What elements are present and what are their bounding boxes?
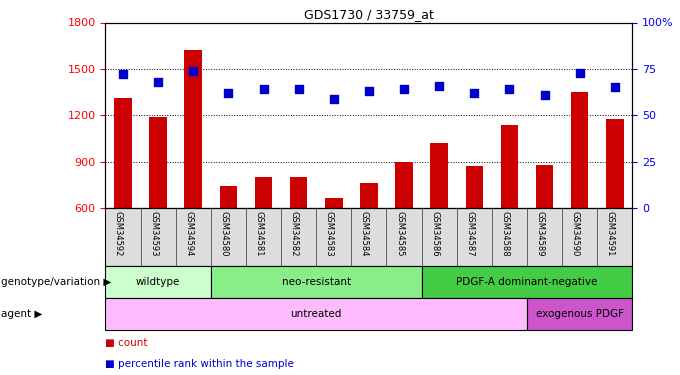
Bar: [536, 165, 554, 208]
Bar: [325, 198, 343, 208]
Text: genotype/variation ▶: genotype/variation ▶: [1, 277, 112, 287]
Text: GSM34594: GSM34594: [184, 211, 193, 256]
Point: [152, 79, 163, 85]
Bar: [466, 166, 483, 208]
Text: GSM34586: GSM34586: [430, 211, 439, 256]
Text: GSM34592: GSM34592: [114, 211, 123, 256]
Text: GSM34593: GSM34593: [149, 211, 158, 256]
Text: untreated: untreated: [290, 309, 342, 319]
Bar: [255, 177, 272, 208]
Point: [574, 70, 585, 76]
Point: [223, 90, 234, 96]
Bar: [105, 298, 527, 330]
Text: GSM34583: GSM34583: [325, 211, 334, 256]
Text: wildtype: wildtype: [136, 277, 180, 287]
Point: [504, 86, 515, 92]
Text: PDGF-A dominant-negative: PDGF-A dominant-negative: [456, 277, 598, 287]
Point: [398, 86, 409, 92]
Text: ■ percentile rank within the sample: ■ percentile rank within the sample: [105, 359, 294, 369]
Title: GDS1730 / 33759_at: GDS1730 / 33759_at: [304, 8, 434, 21]
Point: [258, 86, 269, 92]
Bar: [114, 98, 132, 208]
Bar: [360, 183, 377, 208]
Point: [118, 72, 129, 78]
Bar: [500, 124, 518, 208]
Text: GSM34582: GSM34582: [290, 211, 299, 256]
Bar: [422, 266, 632, 298]
Bar: [150, 117, 167, 208]
Text: GSM34589: GSM34589: [536, 211, 545, 256]
Text: GSM34584: GSM34584: [360, 211, 369, 256]
Text: GSM34580: GSM34580: [220, 211, 228, 256]
Point: [609, 84, 620, 90]
Point: [293, 86, 304, 92]
Text: exogenous PDGF: exogenous PDGF: [536, 309, 624, 319]
Text: neo-resistant: neo-resistant: [282, 277, 351, 287]
Text: agent ▶: agent ▶: [1, 309, 43, 319]
Text: GSM34581: GSM34581: [254, 211, 264, 256]
Text: GSM34585: GSM34585: [395, 211, 404, 256]
Text: GSM34587: GSM34587: [465, 211, 474, 256]
Point: [363, 88, 374, 94]
Bar: [184, 50, 202, 208]
Bar: [105, 266, 211, 298]
Bar: [220, 186, 237, 208]
Bar: [211, 266, 422, 298]
Text: ■ count: ■ count: [105, 338, 148, 348]
Bar: [290, 177, 307, 208]
Bar: [430, 143, 448, 208]
Bar: [571, 92, 588, 208]
Point: [434, 82, 445, 88]
Text: GSM34591: GSM34591: [606, 211, 615, 256]
Bar: [395, 162, 413, 208]
Point: [469, 90, 479, 96]
Bar: [527, 298, 632, 330]
Point: [188, 68, 199, 74]
Point: [539, 92, 550, 98]
Bar: [606, 119, 624, 208]
Text: GSM34590: GSM34590: [571, 211, 579, 256]
Point: [328, 96, 339, 102]
Text: GSM34588: GSM34588: [500, 211, 509, 256]
